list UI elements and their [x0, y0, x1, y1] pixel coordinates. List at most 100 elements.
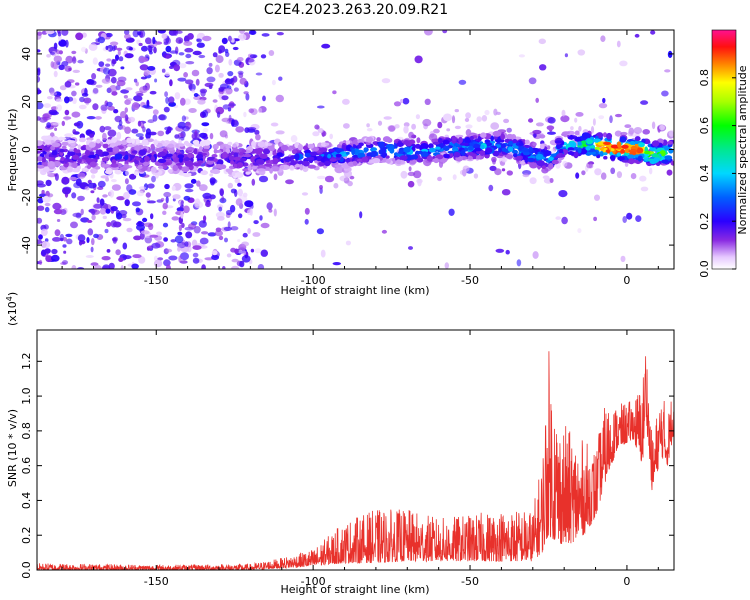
- spectrogram-ridge-cell: [382, 147, 387, 153]
- spectrogram-speckle: [626, 212, 633, 220]
- spectrogram-speckle: [232, 75, 238, 83]
- colorbar-gradient: [712, 30, 736, 269]
- spectrogram-speckle: [598, 103, 608, 109]
- spectrogram-speckle: [251, 178, 256, 186]
- spectrogram-speckle: [188, 108, 197, 113]
- spectrogram-speckle: [185, 79, 194, 85]
- spectrogram-ridge-cell: [403, 140, 410, 145]
- spectrogram-speckle: [211, 250, 218, 256]
- spectrogram-ridge-cell: [255, 148, 264, 153]
- spectrogram-ridge-cell: [603, 155, 608, 160]
- spectrogram-speckle: [137, 220, 143, 225]
- spectrogram-speckle: [225, 209, 233, 216]
- spectrogram-speckle: [173, 30, 179, 36]
- spectrogram-speckle: [532, 251, 539, 259]
- spectrogram-speckle: [54, 127, 58, 131]
- spectrogram-speckle: [65, 55, 74, 64]
- spectrogram-speckle: [71, 90, 77, 97]
- spectrogram-speckle: [227, 103, 236, 107]
- spectrogram-speckle: [185, 53, 192, 59]
- spectrogram-speckle: [221, 95, 229, 101]
- spectrogram-ridge-cell: [524, 139, 530, 144]
- spectrogram-ridge-cell: [124, 151, 129, 156]
- spectrogram-speckle: [105, 208, 111, 214]
- spectrogram-speckle: [458, 79, 467, 85]
- spectrogram-speckle: [347, 167, 352, 172]
- spectrogram-speckle: [118, 257, 124, 263]
- spectrogram-speckle: [317, 128, 324, 134]
- spectrogram-ridge-cell: [416, 157, 424, 163]
- spectrogram-speckle: [153, 46, 157, 54]
- spectrogram-speckle: [237, 70, 244, 75]
- spectrogram-speckle: [56, 219, 61, 222]
- spectrogram-speckle: [614, 130, 622, 137]
- spectrogram-ridge-cell: [585, 146, 591, 151]
- spectrogram-ridge-cell: [426, 155, 433, 162]
- spectrogram-speckle: [75, 212, 82, 219]
- spectrogram-speckle: [343, 123, 350, 129]
- spectrogram-ridge-cell: [136, 157, 142, 161]
- spectrogram-ridge-cell: [617, 156, 625, 161]
- spectrogram-speckle: [407, 180, 415, 188]
- spectrogram-speckle: [139, 57, 149, 63]
- spectrogram-speckle: [221, 196, 225, 202]
- spectrogram-speckle: [183, 41, 193, 46]
- spectrogram-speckle: [124, 126, 131, 134]
- spectrogram-speckle: [218, 45, 226, 53]
- spectrogram-speckle: [96, 197, 100, 204]
- spectrogram-ridge-cell: [410, 154, 419, 160]
- spectrogram-speckle: [451, 115, 456, 124]
- spectrogram-speckle: [132, 201, 141, 207]
- spectrogram-ridge-cell: [567, 136, 575, 140]
- spectrogram-ridge-cell: [500, 143, 506, 149]
- spectrogram-ridge-cell: [670, 160, 674, 166]
- spectrogram-speckle: [64, 133, 74, 138]
- spectrogram-ridge-cell: [57, 136, 67, 141]
- spectrogram-speckle: [86, 237, 90, 243]
- spectrogram-ridge-cell: [518, 142, 524, 146]
- spectrogram-ridge-cell: [291, 149, 297, 155]
- spectrogram-speckle: [81, 46, 87, 53]
- spectrogram-speckle: [77, 195, 85, 202]
- spectrogram-speckle: [518, 54, 526, 58]
- spectrogram-speckle: [116, 79, 126, 87]
- spectrogram-speckle: [106, 101, 113, 107]
- spectrogram-ridge-cell: [251, 140, 256, 148]
- spectrogram-speckle: [239, 77, 247, 85]
- spectrogram-speckle: [68, 176, 78, 181]
- spectrogram-speckle: [124, 107, 128, 113]
- spectrogram-speckle: [592, 118, 596, 126]
- spectrogram-speckle: [215, 55, 224, 64]
- spectrogram-ridge-cell: [442, 139, 450, 145]
- spectrogram-speckle: [192, 252, 199, 258]
- spectrogram-ridge-cell: [178, 157, 184, 163]
- spectrogram-ridge-cell: [500, 139, 505, 143]
- spectrogram-ridge-cell: [186, 147, 195, 151]
- spectrogram-speckle: [547, 117, 556, 124]
- spectrogram-ridge-cell: [144, 155, 150, 163]
- spectrogram-ridge-cell: [294, 153, 300, 160]
- spectrogram-speckle: [408, 131, 414, 139]
- spectrogram-ridge-cell: [512, 139, 518, 144]
- spectrogram-speckle: [135, 207, 140, 213]
- spectrogram-speckle: [92, 87, 99, 94]
- spectrogram-speckle: [37, 67, 41, 73]
- spectrogram-speckle: [54, 229, 61, 237]
- spectrogram-speckle: [635, 215, 642, 223]
- spectrogram-speckle: [52, 202, 62, 210]
- spectrogram-ridge-cell: [656, 162, 661, 167]
- spectrogram-speckle: [77, 234, 86, 242]
- spectrogram-ridge-cell: [307, 143, 315, 149]
- spectrogram-speckle: [126, 45, 133, 51]
- spectrogram-speckle: [112, 45, 116, 52]
- spectrogram-speckle: [148, 45, 153, 53]
- spectrogram-ridge-cell: [428, 147, 436, 153]
- spectrogram-ridge-cell: [163, 161, 170, 166]
- spectrogram-ridge-cell: [271, 166, 280, 172]
- spectrogram-speckle: [152, 36, 156, 45]
- spectrogram-speckle: [633, 127, 643, 134]
- spectrogram-speckle: [185, 61, 195, 65]
- spectrogram-speckle: [182, 125, 190, 132]
- spectrogram-speckle: [199, 132, 208, 138]
- spectrogram-speckle: [124, 178, 129, 185]
